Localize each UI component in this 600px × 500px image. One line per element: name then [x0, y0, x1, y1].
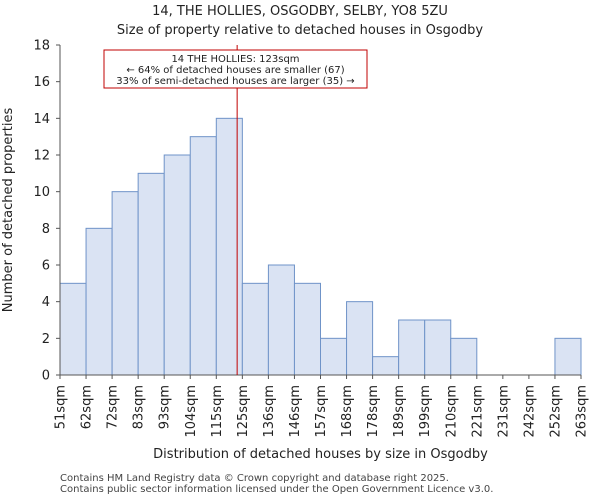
histogram-bar [450, 337, 478, 376]
histogram-bar [398, 319, 426, 376]
histogram-bar [189, 136, 217, 376]
x-tick-label: 125sqm [236, 385, 251, 438]
x-tick-label: 210sqm [444, 385, 459, 438]
annotation-line-2: ← 64% of detached houses are smaller (67… [126, 65, 344, 76]
footer-line-2: Contains public sector information licen… [60, 484, 494, 495]
x-tick-label: 51sqm [54, 385, 69, 429]
histogram-bar [293, 282, 322, 376]
x-tick-label: 136sqm [262, 385, 277, 438]
x-tick-label: 199sqm [418, 385, 433, 438]
histogram-bar [111, 191, 139, 376]
x-tick-label: 83sqm [132, 385, 147, 429]
x-tick-label: 231sqm [496, 385, 511, 438]
histogram-bar [372, 356, 400, 376]
x-tick-label: 263sqm [575, 385, 590, 438]
annotation-line-1: 14 THE HOLLIES: 123sqm [171, 54, 299, 65]
histogram-bar [424, 319, 452, 376]
x-tick-label: 221sqm [470, 385, 485, 438]
histogram-bar [59, 282, 87, 376]
histogram-bar [554, 337, 582, 376]
x-tick-label: 104sqm [184, 385, 199, 438]
x-tick-label: 62sqm [80, 385, 95, 429]
x-tick-label: 146sqm [288, 385, 303, 438]
annotation-box: 14 THE HOLLIES: 123sqm ← 64% of detached… [103, 49, 368, 89]
histogram-bar [215, 117, 243, 376]
histogram-bar [163, 154, 191, 376]
x-tick-label: 178sqm [366, 385, 381, 438]
x-tick-label: 242sqm [522, 385, 537, 438]
x-tick-label: 72sqm [106, 385, 121, 429]
x-axis: 51sqm 62sqm 72sqm 83sqm 93sqm 104sqm 115sqm 125… [54, 375, 590, 438]
x-tick-label: 115sqm [210, 385, 225, 438]
x-axis-label: Distribution of detached houses by size … [153, 447, 488, 462]
annotation-border [103, 49, 368, 89]
histogram-bar [320, 337, 348, 376]
y-tick-label: 18 [33, 39, 50, 54]
y-tick-label: 12 [33, 149, 50, 164]
y-tick-label: 0 [42, 369, 50, 384]
x-tick-label: 93sqm [158, 385, 173, 429]
bar-group [59, 117, 582, 376]
y-axis: 0 2 4 6 8 10 12 14 16 18 [33, 39, 581, 384]
y-tick-label: 8 [42, 222, 50, 237]
chart-subtitle: Size of property relative to detached ho… [116, 23, 484, 38]
y-tick-label: 2 [42, 332, 50, 347]
y-tick-label: 6 [42, 259, 50, 274]
x-tick-label: 252sqm [548, 385, 563, 438]
x-tick-label: 189sqm [392, 385, 407, 438]
y-tick-label: 10 [33, 185, 50, 200]
y-axis-label: Number of detached properties [1, 108, 16, 313]
histogram-bar [137, 172, 165, 376]
annotation-line-3: 33% of semi-detached houses are larger (… [116, 76, 354, 87]
histogram-bar [241, 282, 269, 376]
x-tick-label: 168sqm [340, 385, 355, 438]
x-tick-label: 157sqm [314, 385, 329, 438]
histogram-bar [85, 227, 113, 376]
histogram-bar [346, 301, 374, 376]
chart-title: 14, THE HOLLIES, OSGODBY, SELBY, YO8 5ZU [152, 4, 448, 19]
y-tick-label: 14 [33, 112, 50, 127]
y-tick-label: 16 [33, 75, 50, 90]
histogram-bar [267, 264, 295, 376]
y-tick-label: 4 [42, 295, 50, 310]
footer-line-1: Contains HM Land Registry data © Crown c… [60, 473, 449, 484]
chart-title-block: 14, THE HOLLIES, OSGODBY, SELBY, YO8 5ZU… [0, 2, 600, 40]
